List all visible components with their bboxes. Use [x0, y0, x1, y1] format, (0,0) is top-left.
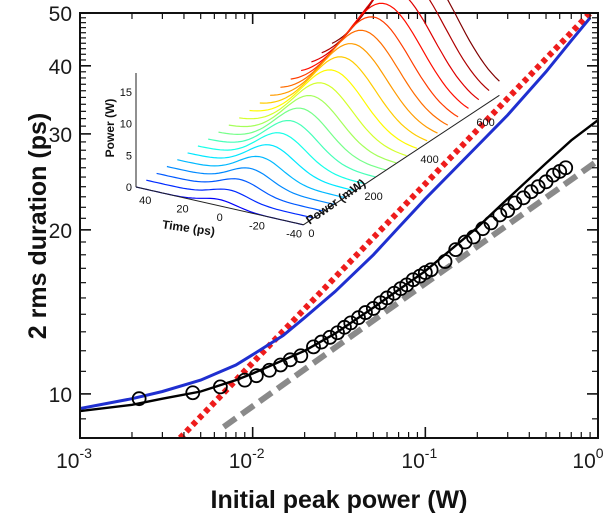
data-point: [212, 379, 228, 395]
x-tick-label: 10-3: [56, 445, 92, 473]
data-point: [558, 160, 574, 176]
inset-curve: [177, 155, 345, 199]
plot-area: [80, 13, 598, 438]
y-axis-title: 2 rms duration (ps): [24, 113, 52, 339]
inset-curve: [280, 29, 449, 126]
inset-time-tick-label: -40: [286, 229, 302, 241]
data-point: [423, 262, 439, 278]
inset-curve: [270, 43, 438, 134]
x-axis-title: Initial peak power (W): [211, 486, 468, 514]
inset-curve: [146, 179, 314, 219]
x-tick-label: 10-1: [401, 445, 437, 473]
inset-time-tick-label: 0: [217, 212, 223, 224]
data-point: [437, 254, 453, 269]
data-point: [457, 234, 473, 250]
inset-time-tick-label: -20: [249, 220, 265, 232]
inset-power-tick-label: 400: [420, 154, 438, 166]
data-point: [358, 305, 373, 320]
data-point: [483, 215, 499, 231]
inset-curve: [228, 95, 397, 164]
data-point: [313, 334, 329, 350]
data-point: [185, 385, 201, 401]
inset-curve: [156, 172, 325, 212]
data-point: [322, 329, 338, 345]
y-tick-label: 20: [49, 220, 72, 243]
inset-power-tick-label: 0: [308, 228, 314, 240]
y-tick-label: 50: [49, 3, 72, 26]
blue-curve: [80, 16, 592, 410]
data-point: [448, 242, 464, 257]
inset-time-tick-label: 20: [176, 204, 188, 216]
inset-curve: [197, 132, 366, 185]
data-point: [530, 179, 546, 195]
plot-frame: [79, 12, 599, 439]
inset-curve: [218, 107, 387, 171]
y-tick-label: 30: [49, 124, 72, 147]
data-point: [492, 207, 508, 223]
inset-z-tick-label: 0: [126, 182, 132, 194]
inset-power-axis: [303, 94, 500, 226]
inset-curve: [187, 144, 356, 192]
inset-curve: [239, 82, 407, 157]
y-tick-label: 10: [49, 384, 72, 407]
inset-z-tick-label: 10: [120, 119, 132, 131]
y-tick-label: 40: [49, 56, 72, 79]
inset-z-tick-label: 15: [120, 87, 132, 99]
gray-dashed-line: [221, 158, 598, 430]
inset-curve: [208, 120, 376, 178]
data-point: [131, 391, 147, 407]
inset-curve: [249, 69, 418, 149]
inset-curve: [166, 165, 335, 205]
data-point: [343, 315, 359, 331]
data-point: [248, 368, 264, 384]
inset-time-axis: [135, 186, 304, 226]
data-point: [306, 339, 321, 355]
inset-curve: [331, 0, 500, 82]
x-tick-label: 100: [572, 445, 603, 473]
inset-time-tick-label: 40: [139, 195, 151, 207]
data-point: [293, 348, 309, 364]
series-layer: [80, 13, 598, 438]
data-point: [466, 229, 481, 245]
inset-curve: [259, 56, 428, 142]
inset-power-tick-label: 600: [476, 117, 494, 129]
x-tick-label: 10-2: [229, 445, 265, 473]
inset-z-tick-label: 5: [126, 150, 132, 162]
inset-power-tick-label: 200: [364, 191, 382, 203]
inset-z-axis-title: Power (W): [103, 99, 117, 158]
inset-curve: [290, 16, 459, 118]
